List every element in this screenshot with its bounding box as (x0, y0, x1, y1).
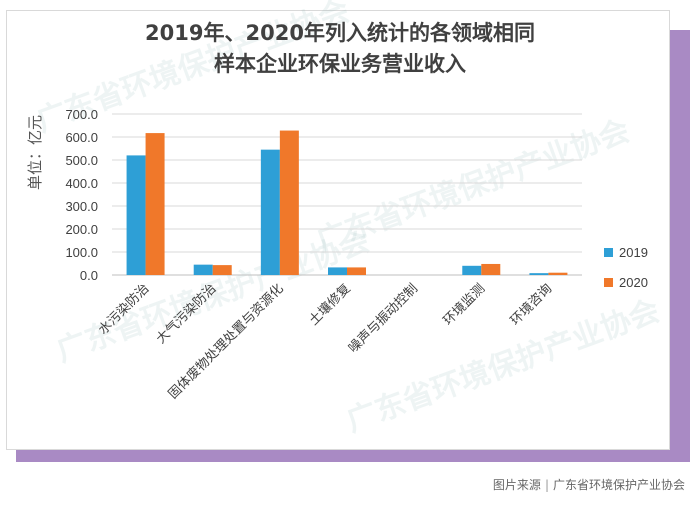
bar-2019 (529, 273, 549, 275)
bar-2020 (481, 263, 501, 275)
x-tick-label: 噪声与振动控制 (346, 281, 421, 356)
legend-swatch-2020 (604, 278, 613, 287)
x-tick-label: 环境咨询 (508, 281, 555, 328)
legend-swatch-2019 (604, 248, 613, 257)
bar-2019 (260, 149, 280, 275)
x-tick-label: 大气污染防治 (153, 281, 219, 347)
bar-2020 (279, 130, 299, 275)
x-tick-label: 水污染防治 (95, 281, 152, 338)
decorative-frame-right (666, 30, 690, 462)
y-tick-label: 700.0 (65, 107, 98, 122)
chart-title-line1: 2019年、2020年列入统计的各领域相同 (145, 21, 535, 45)
caption-separator: | (544, 478, 549, 492)
bar-2019 (328, 267, 347, 275)
y-tick-label: 100.0 (65, 245, 98, 260)
bar-2019 (193, 264, 213, 275)
bar-2020 (548, 272, 568, 275)
x-tick-label: 土壤修复 (306, 281, 354, 329)
image-caption: 图片来源 | 广东省环境保护产业协会 (493, 476, 685, 493)
bar-2019 (462, 265, 482, 275)
bar-2019 (126, 155, 146, 275)
chart-title: 2019年、2020年列入统计的各领域相同 样本企业环保业务营业收入 (110, 18, 570, 80)
y-tick-label: 200.0 (65, 222, 98, 237)
y-tick-label: 600.0 (65, 130, 98, 145)
chart-card: 广东省环境保护产业协会 广东省环境保护产业协会 广东省环境保护产业协会 广东省环… (6, 0, 670, 450)
bar-2020 (212, 265, 232, 275)
chart-title-line2: 样本企业环保业务营业收入 (214, 52, 466, 76)
bar-2020 (347, 267, 366, 275)
caption-source-label: 图片来源 (492, 478, 541, 492)
caption-source-name: 广东省环境保护产业协会 (552, 478, 685, 492)
bar-chart: 0.0 100.0 200.0 300.0 400.0 500.0 600.0 700.0 水污… (65, 107, 648, 403)
bar-2020 (145, 133, 165, 275)
y-tick-label: 500.0 (65, 153, 98, 168)
x-tick-label: 固体废物处理处置与资源化 (165, 281, 287, 403)
y-tick-label: 400.0 (65, 176, 98, 191)
y-tick-label: 0.0 (80, 268, 98, 283)
y-tick-label: 300.0 (65, 199, 98, 214)
legend-label-2019: 2019 (619, 245, 648, 260)
legend-label-2020: 2020 (619, 275, 648, 290)
x-tick-label: 环境监测 (441, 281, 488, 328)
